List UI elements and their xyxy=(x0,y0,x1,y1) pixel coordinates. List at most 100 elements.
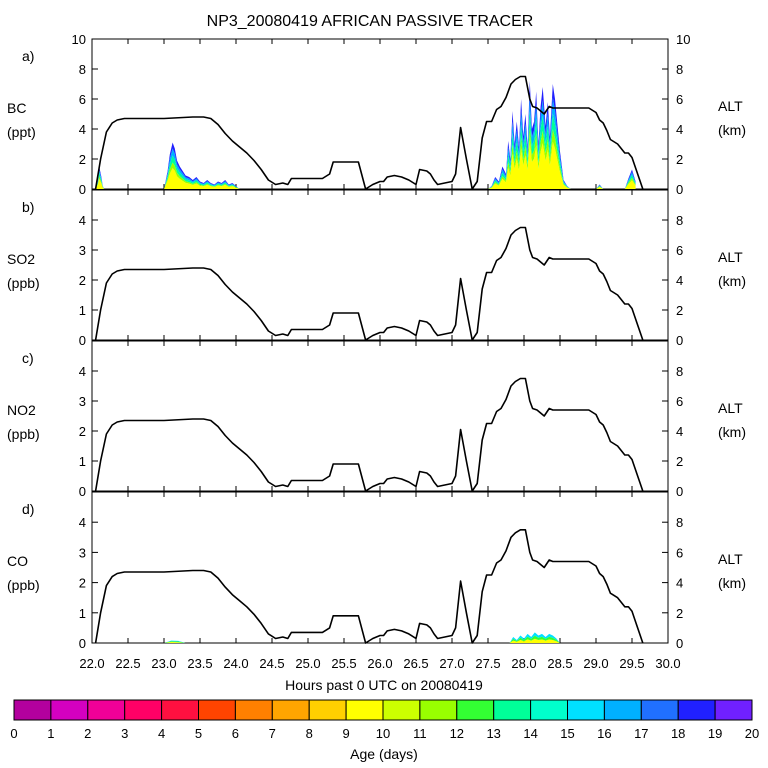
colorbar-swatch xyxy=(13,699,52,721)
panel-letter: b) xyxy=(22,199,34,215)
altitude-line xyxy=(94,377,644,492)
colorbar-tick-label: 9 xyxy=(342,726,349,741)
right-tick-label: 0 xyxy=(676,333,683,348)
panel-so2: 0 1 2 3 4 0 2 4 6 8 b) SO2 (ppb) ALT (km) xyxy=(7,189,746,348)
left-tick-label: 2 xyxy=(79,152,86,167)
alt-label: ALT xyxy=(718,98,743,114)
colorbar-swatch xyxy=(603,699,642,721)
colorbar-tick-label: 1 xyxy=(47,726,54,741)
right-tick-label: 2 xyxy=(676,606,683,621)
colorbar-swatch xyxy=(493,699,532,721)
left-tick-label: 1 xyxy=(79,606,86,621)
right-tick-label: 4 xyxy=(676,576,683,591)
colorbar-tick-label: 13 xyxy=(486,726,500,741)
colorbar-swatch xyxy=(419,699,458,721)
left-tick-label: 4 xyxy=(79,364,86,379)
unit-label: (ppb) xyxy=(7,426,40,442)
colorbar-swatch xyxy=(271,699,310,721)
colorbar-swatch xyxy=(234,699,273,721)
x-tick-label: 23.5 xyxy=(187,656,212,671)
colorbar-tick-label: 7 xyxy=(269,726,276,741)
right-tick-label: 0 xyxy=(676,484,683,499)
left-tick-label: 0 xyxy=(79,636,86,651)
colorbar-swatch xyxy=(161,699,200,721)
colorbar-tick-label: 17 xyxy=(634,726,648,741)
x-tick-label: 29.0 xyxy=(583,656,608,671)
colorbar-swatch xyxy=(124,699,163,721)
colorbar-swatch xyxy=(87,699,126,721)
altitude-line xyxy=(94,75,644,190)
alt-label: ALT xyxy=(718,400,743,416)
x-axis: 22.0 22.5 23.0 23.5 24.0 24.5 25.0 25.5 26.0 26.5… xyxy=(79,656,680,671)
colorbar-label: Age (days) xyxy=(350,746,418,762)
altitude-line xyxy=(94,226,644,341)
x-tick-label: 26.0 xyxy=(367,656,392,671)
x-tick-label: 24.0 xyxy=(223,656,248,671)
left-tick-label: 0 xyxy=(79,484,86,499)
colorbar-swatch xyxy=(345,699,384,721)
left-tick-label: 0 xyxy=(79,333,86,348)
chart-title: NP3_20080419 AFRICAN PASSIVE TRACER xyxy=(207,13,534,30)
colorbar-swatch xyxy=(456,699,495,721)
panel-frame xyxy=(91,491,669,644)
panel-bc: 0 2 4 6 8 10 0 2 4 6 8 10 a) BC (ppt) ALT (km) xyxy=(7,32,746,197)
left-tick-label: 3 xyxy=(79,243,86,258)
colorbar-swatch xyxy=(714,699,753,721)
left-tick-label: 6 xyxy=(79,92,86,107)
left-tick-label: 4 xyxy=(79,515,86,530)
left-tick-label: 10 xyxy=(72,32,86,47)
x-tick-label: 22.5 xyxy=(115,656,140,671)
right-tick-label: 6 xyxy=(676,394,683,409)
left-tick-label: 2 xyxy=(79,273,86,288)
panel-co: 0 1 2 3 4 0 2 4 6 8 d) CO (ppb) ALT (km) xyxy=(7,491,746,651)
x-tick-label: 30.0 xyxy=(655,656,680,671)
panel-letter: c) xyxy=(22,350,34,366)
right-tick-label: 8 xyxy=(676,62,683,77)
species-label: SO2 xyxy=(7,251,35,267)
colorbar-swatch xyxy=(530,699,568,721)
right-tick-label: 6 xyxy=(676,92,683,107)
x-tick-label: 25.0 xyxy=(295,656,320,671)
species-label: BC xyxy=(7,100,26,116)
panels: 02468100246810a)BC(ppt)ALT(km)0123402468… xyxy=(7,32,746,651)
panel-no2: 0 1 2 3 4 0 2 4 6 8 c) NO2 (ppb) ALT (km) xyxy=(7,340,746,499)
colorbar-swatch xyxy=(50,699,89,721)
right-tick-label: 6 xyxy=(676,243,683,258)
alt-label: ALT xyxy=(718,551,743,567)
unit-label: (ppt) xyxy=(7,124,36,140)
colorbar-tick-label: 12 xyxy=(450,726,464,741)
x-tick-label: 28.0 xyxy=(511,656,536,671)
colorbar-tick-label: 16 xyxy=(597,726,611,741)
x-tick-label: 22.0 xyxy=(79,656,104,671)
panel-letter: a) xyxy=(22,48,34,64)
x-tick-label: 27.0 xyxy=(439,656,464,671)
colorbar-swatch xyxy=(308,699,347,721)
age-colorbar: 0 1 2 3 4 5 6 7 8 9 10 11 12 13 14 15 16 17 18 19 20 xyxy=(10,699,759,741)
left-tick-label: 2 xyxy=(79,424,86,439)
right-tick-label: 8 xyxy=(676,213,683,228)
colorbar-swatch xyxy=(382,699,421,721)
panel-letter: d) xyxy=(22,501,34,517)
colorbar-tick-label: 18 xyxy=(671,726,685,741)
colorbar-tick-label: 0 xyxy=(10,726,17,741)
colorbar-swatch xyxy=(567,699,605,721)
x-tick-label: 28.5 xyxy=(547,656,572,671)
alt-unit-label: (km) xyxy=(718,273,746,289)
species-label: NO2 xyxy=(7,402,36,418)
colorbar-tick-label: 4 xyxy=(158,726,165,741)
x-tick-label: 25.5 xyxy=(331,656,356,671)
tracer-band-2 xyxy=(164,632,560,643)
colorbar-tick-label: 5 xyxy=(195,726,202,741)
alt-unit-label: (km) xyxy=(718,424,746,440)
colorbar-tick-label: 11 xyxy=(413,726,427,741)
x-tick-label: 27.5 xyxy=(475,656,500,671)
right-tick-label: 2 xyxy=(676,152,683,167)
x-tick-label: 26.5 xyxy=(403,656,428,671)
colorbar-tick-label: 19 xyxy=(708,726,722,741)
colorbar-swatch xyxy=(198,699,236,721)
right-tick-label: 8 xyxy=(676,515,683,530)
x-tick-label: 29.5 xyxy=(619,656,644,671)
left-tick-label: 4 xyxy=(79,213,86,228)
tracer-band-1 xyxy=(164,635,560,643)
